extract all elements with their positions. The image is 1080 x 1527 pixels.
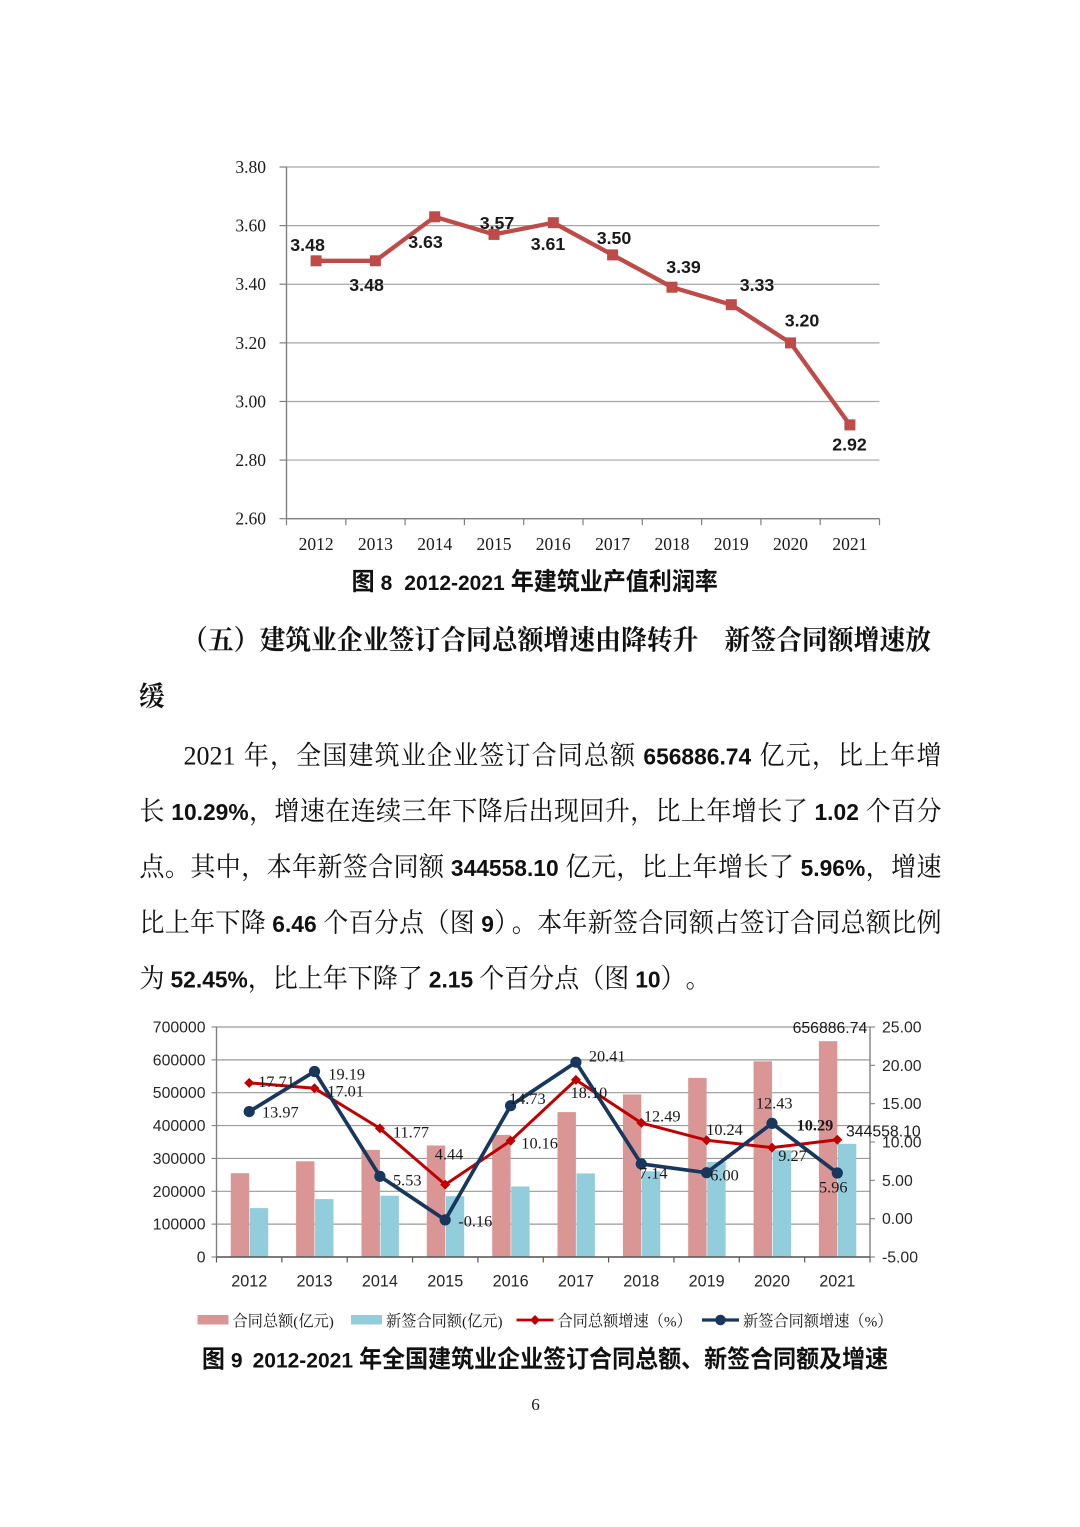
svg-text:10.24: 10.24: [706, 1120, 743, 1139]
svg-text:-0.16: -0.16: [458, 1211, 492, 1230]
svg-text:2020: 2020: [754, 1273, 790, 1291]
svg-text:2021: 2021: [184, 742, 236, 771]
svg-text:2.60: 2.60: [235, 509, 266, 529]
svg-text:(: (: [293, 1314, 298, 1331]
svg-text:2016: 2016: [493, 1273, 529, 1291]
svg-text:25.00: 25.00: [882, 1020, 922, 1037]
svg-text:2012-2021: 2012-2021: [404, 572, 505, 595]
svg-text:656886.74: 656886.74: [793, 1020, 868, 1037]
svg-text:3.63: 3.63: [408, 232, 443, 252]
svg-text:2015: 2015: [427, 1273, 463, 1291]
svg-text:2.80: 2.80: [235, 450, 266, 470]
svg-text:10: 10: [635, 967, 660, 993]
svg-text:18.10: 18.10: [571, 1083, 608, 1102]
svg-text:344558.10: 344558.10: [451, 855, 559, 881]
svg-text:2021: 2021: [832, 534, 867, 554]
svg-text:3.80: 3.80: [235, 157, 266, 177]
svg-text:2.15: 2.15: [429, 967, 474, 993]
svg-text:17.01: 17.01: [327, 1081, 364, 1100]
svg-text:3.00: 3.00: [235, 392, 266, 412]
svg-text:52.45%: 52.45%: [171, 967, 248, 993]
svg-text:19.19: 19.19: [328, 1065, 365, 1084]
svg-text:1.02: 1.02: [815, 799, 859, 825]
svg-text:2020: 2020: [773, 534, 808, 554]
svg-text:3.60: 3.60: [235, 216, 266, 236]
svg-text:2014: 2014: [417, 534, 452, 554]
svg-text:%: %: [664, 1314, 677, 1331]
svg-text:13.97: 13.97: [262, 1103, 299, 1122]
svg-text:2013: 2013: [296, 1273, 332, 1291]
svg-text:3.40: 3.40: [235, 274, 266, 294]
svg-text:3.20: 3.20: [235, 333, 266, 353]
svg-text:0.00: 0.00: [882, 1211, 913, 1228]
svg-text:2.92: 2.92: [832, 435, 867, 455]
svg-text:2016: 2016: [536, 534, 571, 554]
svg-text:3.33: 3.33: [740, 275, 775, 295]
svg-text:2012-2021: 2012-2021: [253, 1350, 354, 1373]
svg-text:12.43: 12.43: [756, 1093, 793, 1112]
svg-text:3.50: 3.50: [597, 228, 632, 248]
svg-text:2018: 2018: [623, 1273, 659, 1291]
svg-text:12.49: 12.49: [644, 1107, 681, 1126]
svg-text:0: 0: [197, 1250, 206, 1267]
svg-text:344558.10: 344558.10: [846, 1124, 921, 1141]
svg-text:656886.74: 656886.74: [643, 744, 751, 770]
svg-text:20.00: 20.00: [882, 1058, 922, 1075]
svg-text:5.53: 5.53: [393, 1170, 422, 1189]
svg-text:4.44: 4.44: [435, 1144, 464, 1163]
svg-text:2013: 2013: [358, 534, 393, 554]
svg-text:5.96%: 5.96%: [801, 855, 866, 881]
svg-text:3.39: 3.39: [666, 257, 701, 277]
svg-text:2012: 2012: [231, 1273, 267, 1291]
svg-text:8: 8: [381, 572, 393, 595]
svg-text:20.41: 20.41: [589, 1046, 626, 1065]
svg-text:3.57: 3.57: [480, 213, 515, 233]
svg-text:6.00: 6.00: [710, 1166, 739, 1185]
svg-text:3.48: 3.48: [290, 235, 325, 255]
svg-text:2017: 2017: [558, 1273, 594, 1291]
svg-text:2015: 2015: [477, 534, 512, 554]
svg-text:2017: 2017: [595, 534, 630, 554]
svg-text:): ): [498, 1314, 503, 1331]
svg-text:9.27: 9.27: [778, 1146, 807, 1165]
svg-text:3.20: 3.20: [785, 311, 820, 331]
svg-text:5.00: 5.00: [882, 1173, 913, 1190]
svg-text:500000: 500000: [153, 1085, 206, 1102]
svg-text:700000: 700000: [153, 1020, 206, 1037]
svg-text:10.29: 10.29: [797, 1116, 834, 1135]
svg-text:3.48: 3.48: [349, 275, 384, 295]
svg-text:%: %: [865, 1314, 878, 1331]
svg-text:2019: 2019: [689, 1273, 725, 1291]
svg-text:-5.00: -5.00: [882, 1250, 918, 1267]
svg-text:10.29%: 10.29%: [171, 799, 248, 825]
svg-text:2012: 2012: [299, 534, 334, 554]
svg-text:7.14: 7.14: [639, 1164, 668, 1183]
svg-text:100000: 100000: [153, 1217, 206, 1234]
svg-text:15.00: 15.00: [882, 1096, 922, 1113]
svg-text:(: (: [462, 1314, 467, 1331]
svg-text:17.71: 17.71: [258, 1072, 295, 1091]
svg-text:2021: 2021: [819, 1273, 855, 1291]
svg-text:2019: 2019: [714, 534, 749, 554]
svg-text:14.73: 14.73: [509, 1089, 546, 1108]
svg-text:11.77: 11.77: [393, 1123, 429, 1142]
svg-text:300000: 300000: [153, 1151, 206, 1168]
svg-text:200000: 200000: [153, 1184, 206, 1201]
svg-text:10.00: 10.00: [882, 1135, 922, 1152]
svg-text:6: 6: [531, 1395, 540, 1414]
svg-text:): ): [329, 1314, 334, 1331]
svg-text:400000: 400000: [153, 1118, 206, 1135]
svg-text:9: 9: [231, 1350, 243, 1373]
svg-text:2014: 2014: [362, 1273, 398, 1291]
svg-text:2018: 2018: [655, 534, 690, 554]
svg-text:6.46: 6.46: [272, 911, 316, 937]
svg-text:9: 9: [481, 911, 494, 937]
svg-text:3.61: 3.61: [531, 234, 566, 254]
svg-text:10.16: 10.16: [521, 1134, 558, 1153]
svg-text:600000: 600000: [153, 1052, 206, 1069]
svg-text:5.96: 5.96: [819, 1178, 848, 1197]
